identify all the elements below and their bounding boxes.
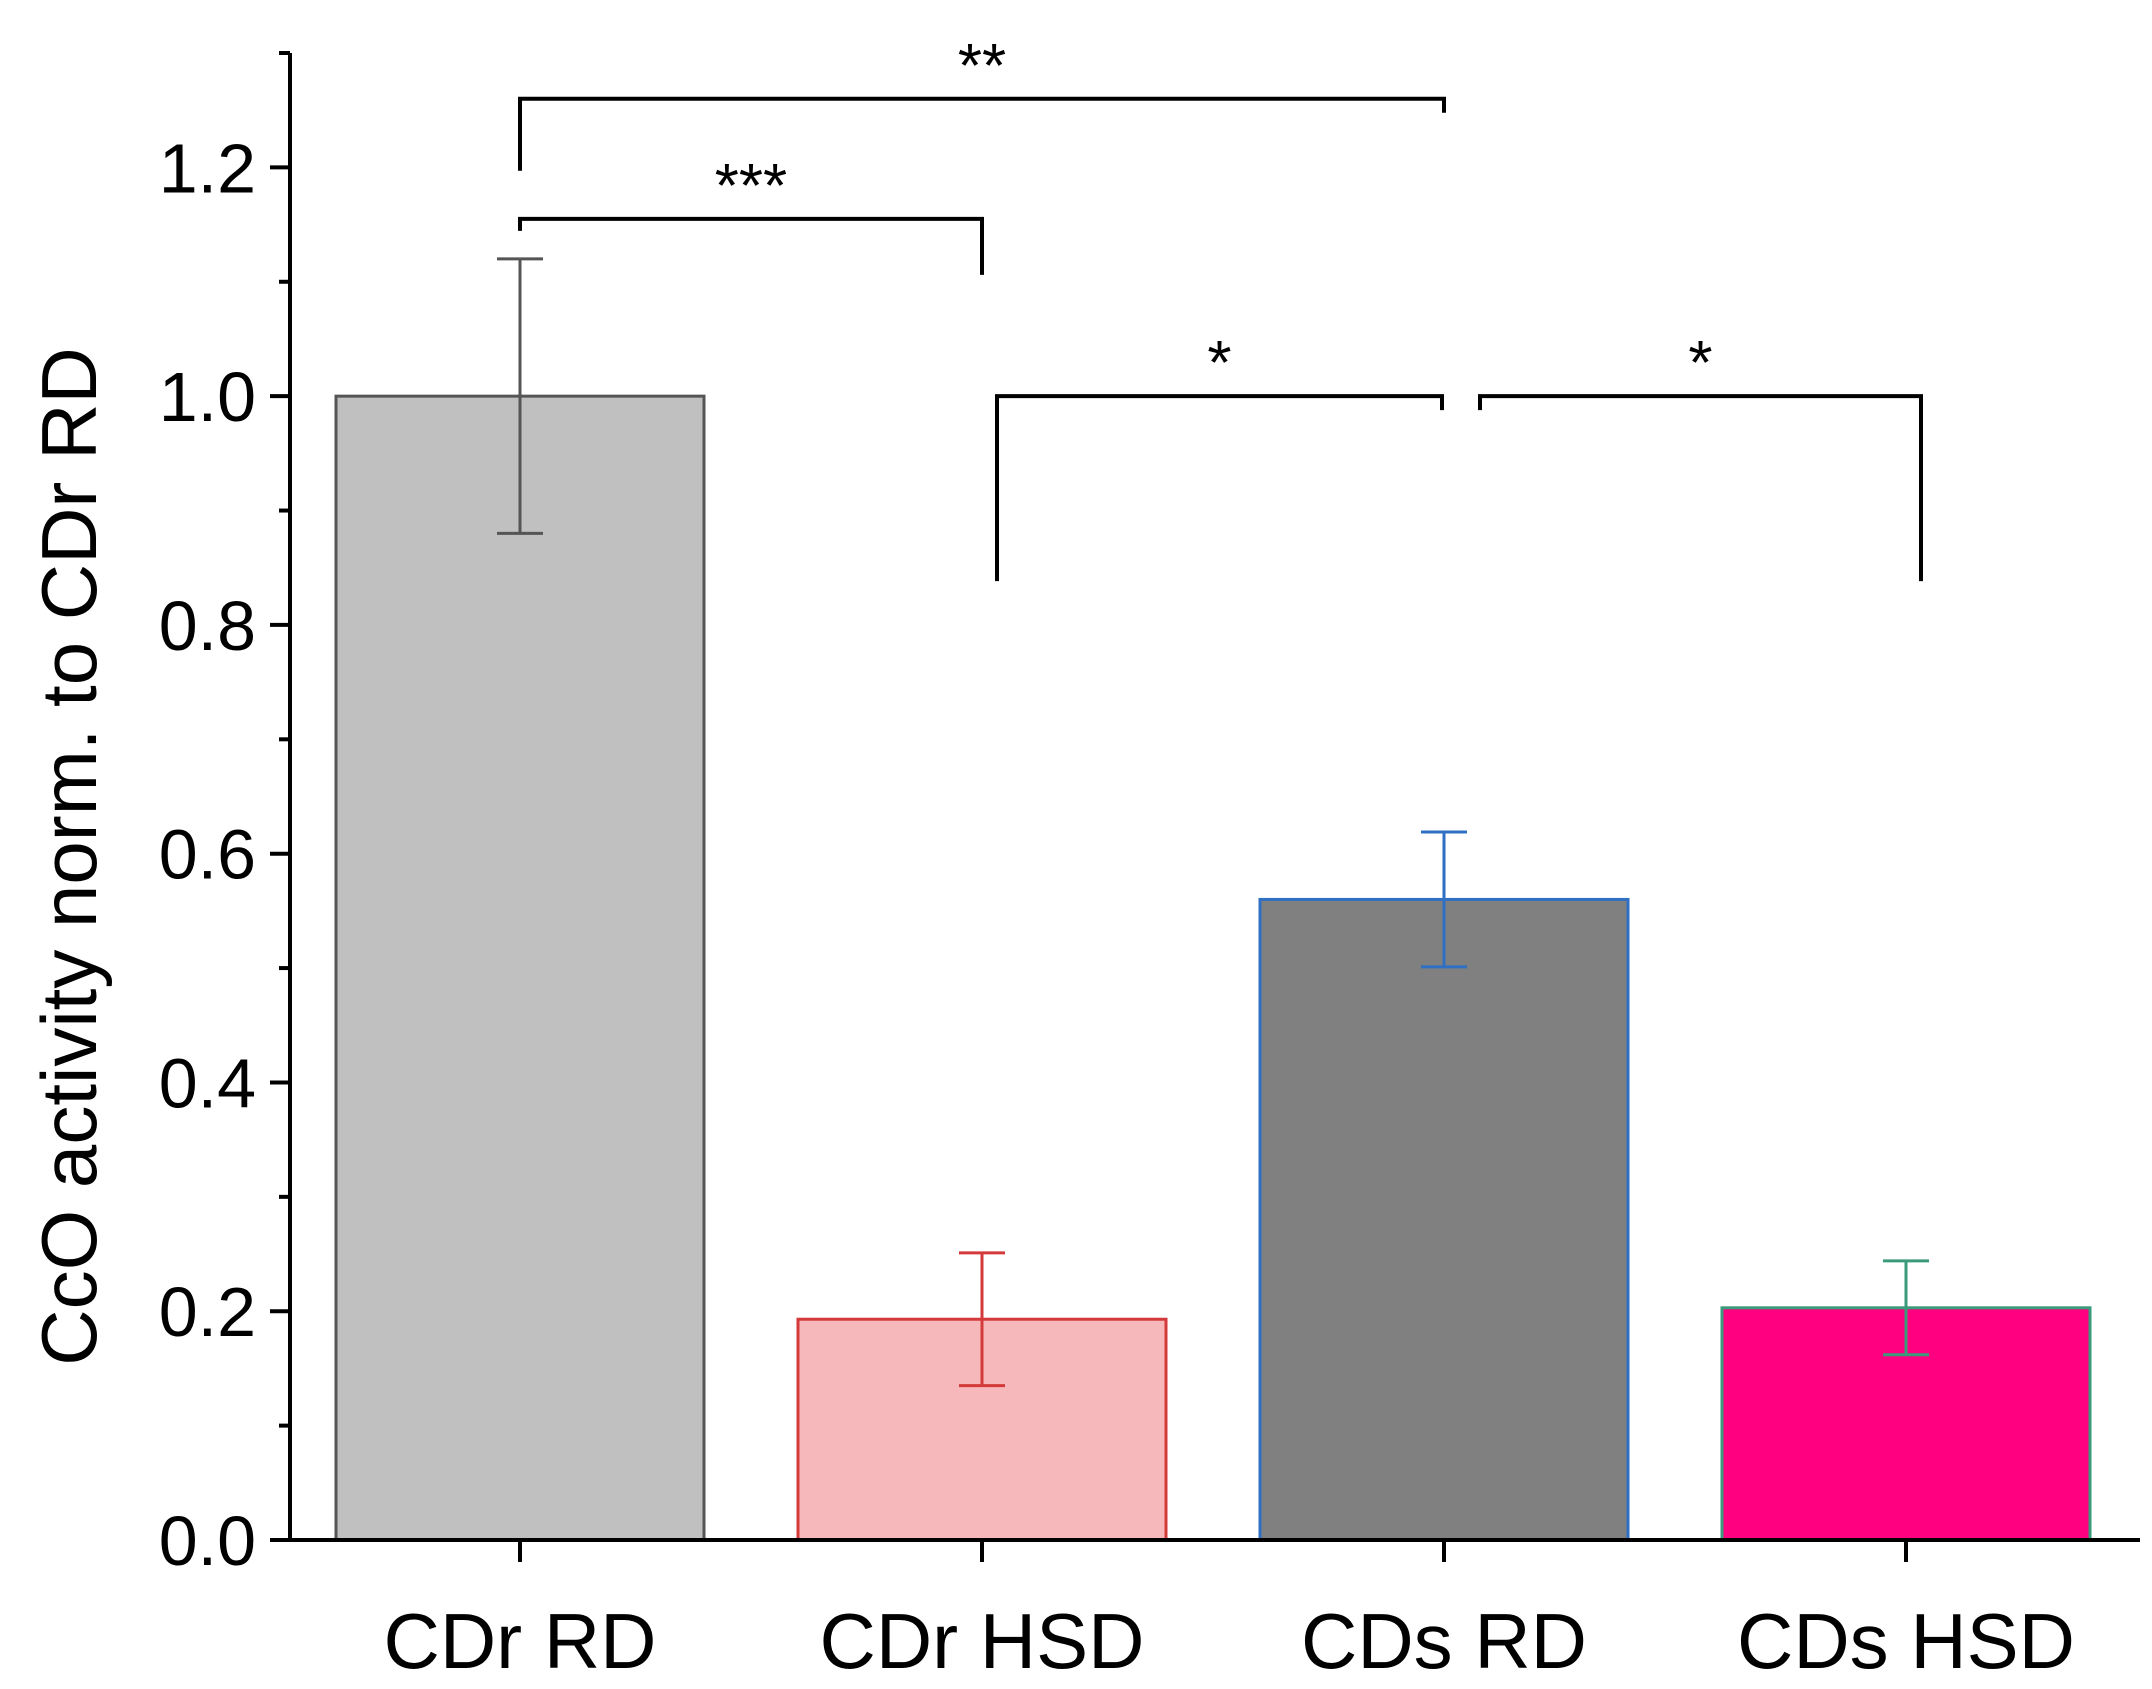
bar-cdr-rd bbox=[334, 394, 706, 1542]
x-category-label: CDs RD bbox=[1301, 1597, 1587, 1684]
axes-group: 0.0 0.2 0.4 0.6 0.8 1.0 1.2 CDr RD CDr HSD CDs RD… bbox=[159, 51, 2140, 1685]
y-axis-title: CcO activity norm. to CDr RD bbox=[25, 347, 113, 1365]
y-tick-label: 0.8 bbox=[159, 587, 256, 665]
significance-label: * bbox=[1207, 329, 1231, 398]
significance-bracket-line bbox=[518, 216, 984, 275]
y-tick-label: 1.0 bbox=[159, 358, 256, 436]
significance-label: ** bbox=[958, 32, 1006, 101]
significance-label: * bbox=[1688, 329, 1712, 398]
y-tick-label: 0.0 bbox=[159, 1502, 256, 1580]
significance-label: *** bbox=[715, 152, 787, 221]
y-tick-label: 0.6 bbox=[159, 816, 256, 894]
significance-bracket: * bbox=[995, 329, 1444, 582]
bars-group bbox=[334, 394, 2092, 1542]
significance-bracket-line bbox=[518, 96, 1446, 171]
significance-bracket: ** bbox=[518, 32, 1446, 171]
y-tick-label: 0.4 bbox=[159, 1044, 256, 1122]
y-tick-label: 0.2 bbox=[159, 1273, 256, 1351]
significance-bracket-line bbox=[995, 394, 1444, 582]
significance-bracket-line bbox=[1478, 394, 1923, 582]
x-category-label: CDs HSD bbox=[1737, 1597, 2075, 1684]
x-category-label: CDr HSD bbox=[820, 1597, 1145, 1684]
significance-bracket: *** bbox=[518, 152, 984, 275]
x-category-label: CDr RD bbox=[384, 1597, 657, 1684]
significance-bracket: * bbox=[1478, 329, 1923, 582]
significance-group: ****** * bbox=[518, 32, 1923, 582]
bar-cds-rd bbox=[1258, 897, 1630, 1542]
error-bars-group bbox=[497, 257, 1929, 1388]
y-tick-label: 1.2 bbox=[159, 129, 256, 207]
